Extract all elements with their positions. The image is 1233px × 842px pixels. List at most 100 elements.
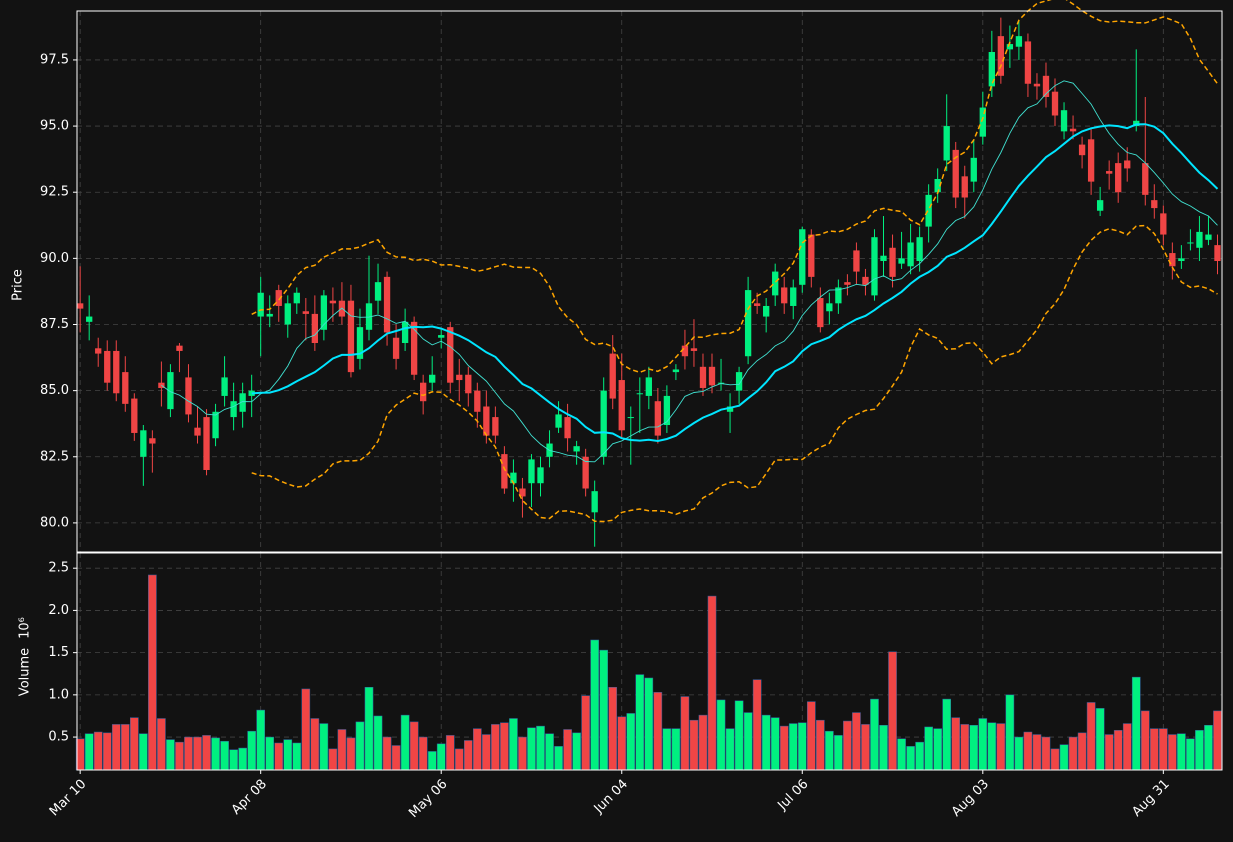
volume-bar: [1195, 730, 1204, 771]
volume-bar: [409, 721, 419, 771]
volume-bar: [238, 747, 247, 771]
bollinger-lower: [251, 224, 1218, 523]
y-tick-label: 1.0: [48, 687, 69, 702]
volume-axis-label: Volume: [18, 648, 33, 696]
candle-body: [149, 438, 156, 444]
candle-body: [203, 417, 210, 470]
volume-bar: [996, 723, 1006, 771]
candle-body: [401, 321, 409, 344]
volume-bar: [220, 741, 229, 771]
candle-body: [1033, 83, 1041, 87]
candle-body: [239, 393, 246, 412]
volume-bar: [211, 737, 220, 771]
candle-body: [1024, 41, 1032, 84]
volume-bar: [1104, 734, 1114, 771]
volume-bar: [951, 717, 961, 771]
candle-body: [997, 36, 1005, 76]
candle-body: [420, 382, 427, 402]
volume-bar: [301, 688, 311, 771]
candle-body: [582, 456, 589, 489]
candle-body: [1069, 128, 1077, 132]
volume-bar: [770, 717, 780, 771]
volume-bar: [797, 722, 807, 771]
volume-bar: [509, 718, 518, 771]
volume-bar: [1168, 734, 1177, 771]
candle-body: [1042, 75, 1050, 97]
volume-bar: [427, 751, 437, 771]
y-tick-label: 1.5: [48, 645, 69, 660]
volume-bar: [536, 725, 545, 771]
candle-body: [248, 390, 255, 396]
candle-body: [1124, 160, 1131, 169]
volume-bar: [689, 719, 699, 771]
volume-bar: [1086, 702, 1096, 771]
volume-bar: [897, 738, 906, 771]
y-tick-label: 80.0: [40, 515, 69, 530]
volume-bar: [247, 730, 256, 771]
candle-body: [528, 459, 535, 484]
volume-bar: [1068, 736, 1078, 771]
volume-bar: [346, 737, 356, 771]
candle-body: [392, 337, 400, 359]
volume-bar: [1005, 694, 1015, 771]
candle-body: [537, 467, 544, 484]
volume-bar: [1041, 736, 1051, 771]
candle-body: [510, 472, 517, 484]
volume-bar: [310, 718, 320, 771]
candle-body: [817, 298, 824, 328]
price-panel: [77, 11, 1222, 552]
volume-bar: [1177, 733, 1186, 771]
volume-bar: [319, 723, 329, 771]
candle-body: [889, 247, 896, 277]
candle-body: [627, 417, 634, 419]
volume-bar: [445, 735, 455, 771]
volume-bar: [102, 732, 112, 771]
candle-body: [618, 380, 625, 431]
candle-body: [772, 271, 779, 296]
volume-bar: [671, 728, 681, 771]
candle-body: [555, 414, 562, 428]
y-axis-label: Price: [11, 269, 26, 301]
candle-body: [753, 303, 761, 306]
volume-bar: [256, 709, 265, 771]
volume-bar: [473, 728, 482, 771]
candle-body: [925, 194, 932, 227]
candle-body: [591, 491, 598, 513]
candle-body: [456, 374, 463, 381]
candle-body: [167, 372, 174, 410]
volume-bar: [581, 695, 590, 771]
candle-body: [1160, 213, 1167, 235]
volume-bar: [788, 723, 798, 771]
candle-body: [347, 300, 355, 373]
candle-body: [690, 348, 698, 351]
candle-body: [275, 290, 282, 306]
volume-bar: [1113, 730, 1123, 771]
volume-bar: [734, 700, 744, 771]
x-tick-label: Aug 03: [949, 777, 992, 820]
volume-bar: [93, 731, 103, 771]
candle-body: [907, 242, 914, 267]
volume-bar: [527, 727, 536, 771]
volume-bar: [1050, 748, 1060, 771]
volume-bar: [554, 746, 563, 771]
volume-bar: [906, 746, 915, 771]
candle-body: [302, 311, 309, 314]
candle-body: [1178, 258, 1185, 261]
candle-body: [474, 390, 481, 412]
y-tick-label: 97.5: [40, 52, 69, 67]
volume-bar: [1122, 723, 1132, 771]
candle-body: [663, 395, 671, 426]
volume-bar: [617, 716, 627, 771]
candle-body: [988, 52, 995, 87]
candle-body: [221, 377, 228, 396]
volume-bar: [265, 736, 275, 771]
y-tick-label: 95.0: [40, 119, 69, 134]
candle-body: [501, 454, 508, 489]
volume-bar: [148, 574, 157, 771]
volume-bar: [888, 651, 897, 771]
candle-body: [122, 372, 129, 404]
volume-bar: [653, 692, 663, 771]
candle-body: [880, 255, 887, 261]
candle-body: [1087, 139, 1095, 182]
candle-body: [943, 126, 950, 161]
